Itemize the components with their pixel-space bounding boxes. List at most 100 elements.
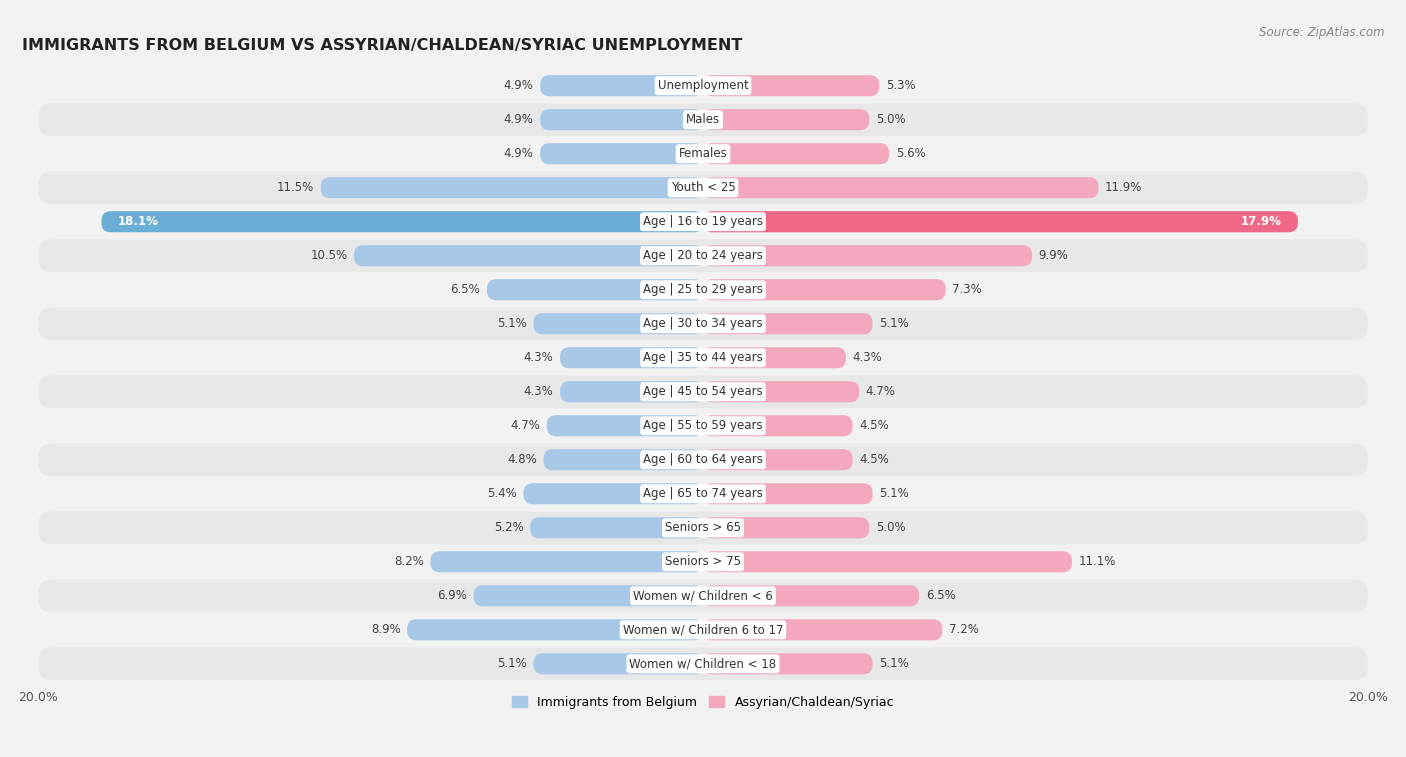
- FancyBboxPatch shape: [38, 546, 1368, 578]
- Text: Age | 25 to 29 years: Age | 25 to 29 years: [643, 283, 763, 296]
- Text: 5.1%: 5.1%: [879, 657, 908, 670]
- Text: 5.0%: 5.0%: [876, 114, 905, 126]
- Text: 4.5%: 4.5%: [859, 453, 889, 466]
- Text: 5.4%: 5.4%: [486, 488, 517, 500]
- Text: 7.2%: 7.2%: [949, 623, 979, 637]
- FancyBboxPatch shape: [703, 347, 846, 369]
- FancyBboxPatch shape: [38, 647, 1368, 680]
- Text: 6.5%: 6.5%: [450, 283, 481, 296]
- Text: Age | 20 to 24 years: Age | 20 to 24 years: [643, 249, 763, 262]
- Text: 4.8%: 4.8%: [508, 453, 537, 466]
- Text: 10.5%: 10.5%: [311, 249, 347, 262]
- FancyBboxPatch shape: [703, 279, 946, 301]
- FancyBboxPatch shape: [38, 512, 1368, 544]
- FancyBboxPatch shape: [321, 177, 703, 198]
- FancyBboxPatch shape: [38, 171, 1368, 204]
- FancyBboxPatch shape: [38, 613, 1368, 646]
- FancyBboxPatch shape: [38, 307, 1368, 340]
- FancyBboxPatch shape: [101, 211, 703, 232]
- FancyBboxPatch shape: [38, 478, 1368, 510]
- FancyBboxPatch shape: [703, 177, 1098, 198]
- FancyBboxPatch shape: [703, 313, 873, 335]
- FancyBboxPatch shape: [703, 382, 859, 402]
- FancyBboxPatch shape: [430, 551, 703, 572]
- Text: 5.1%: 5.1%: [879, 317, 908, 330]
- Text: 4.3%: 4.3%: [852, 351, 883, 364]
- FancyBboxPatch shape: [38, 205, 1368, 238]
- FancyBboxPatch shape: [703, 109, 869, 130]
- FancyBboxPatch shape: [703, 551, 1071, 572]
- Text: 5.6%: 5.6%: [896, 147, 925, 160]
- Text: Males: Males: [686, 114, 720, 126]
- Text: 9.9%: 9.9%: [1039, 249, 1069, 262]
- FancyBboxPatch shape: [703, 245, 1032, 266]
- FancyBboxPatch shape: [38, 273, 1368, 306]
- Text: 5.2%: 5.2%: [494, 522, 523, 534]
- FancyBboxPatch shape: [38, 341, 1368, 374]
- FancyBboxPatch shape: [38, 410, 1368, 442]
- Text: Age | 35 to 44 years: Age | 35 to 44 years: [643, 351, 763, 364]
- FancyBboxPatch shape: [38, 70, 1368, 102]
- Text: Age | 55 to 59 years: Age | 55 to 59 years: [643, 419, 763, 432]
- FancyBboxPatch shape: [703, 75, 879, 96]
- FancyBboxPatch shape: [544, 449, 703, 470]
- Text: Women w/ Children 6 to 17: Women w/ Children 6 to 17: [623, 623, 783, 637]
- Text: 17.9%: 17.9%: [1240, 215, 1281, 228]
- Text: Women w/ Children < 6: Women w/ Children < 6: [633, 589, 773, 603]
- Text: Seniors > 65: Seniors > 65: [665, 522, 741, 534]
- Text: Youth < 25: Youth < 25: [671, 181, 735, 195]
- FancyBboxPatch shape: [540, 109, 703, 130]
- Text: 5.1%: 5.1%: [498, 317, 527, 330]
- Text: 18.1%: 18.1%: [118, 215, 159, 228]
- FancyBboxPatch shape: [38, 579, 1368, 612]
- FancyBboxPatch shape: [533, 313, 703, 335]
- FancyBboxPatch shape: [408, 619, 703, 640]
- Text: 11.9%: 11.9%: [1105, 181, 1143, 195]
- Text: 4.7%: 4.7%: [510, 419, 540, 432]
- FancyBboxPatch shape: [474, 585, 703, 606]
- Text: Age | 60 to 64 years: Age | 60 to 64 years: [643, 453, 763, 466]
- Text: Age | 45 to 54 years: Age | 45 to 54 years: [643, 385, 763, 398]
- Text: IMMIGRANTS FROM BELGIUM VS ASSYRIAN/CHALDEAN/SYRIAC UNEMPLOYMENT: IMMIGRANTS FROM BELGIUM VS ASSYRIAN/CHAL…: [21, 38, 742, 53]
- Text: Seniors > 75: Seniors > 75: [665, 556, 741, 569]
- Text: 7.3%: 7.3%: [952, 283, 981, 296]
- Text: 8.2%: 8.2%: [394, 556, 423, 569]
- Text: 6.9%: 6.9%: [437, 589, 467, 603]
- FancyBboxPatch shape: [703, 211, 1298, 232]
- FancyBboxPatch shape: [523, 483, 703, 504]
- FancyBboxPatch shape: [540, 143, 703, 164]
- FancyBboxPatch shape: [38, 444, 1368, 476]
- FancyBboxPatch shape: [547, 416, 703, 436]
- FancyBboxPatch shape: [703, 416, 852, 436]
- Text: 4.5%: 4.5%: [859, 419, 889, 432]
- Text: Age | 30 to 34 years: Age | 30 to 34 years: [643, 317, 763, 330]
- FancyBboxPatch shape: [703, 517, 869, 538]
- Text: 11.5%: 11.5%: [277, 181, 314, 195]
- Legend: Immigrants from Belgium, Assyrian/Chaldean/Syriac: Immigrants from Belgium, Assyrian/Chalde…: [508, 691, 898, 714]
- FancyBboxPatch shape: [38, 375, 1368, 408]
- Text: Women w/ Children < 18: Women w/ Children < 18: [630, 657, 776, 670]
- Text: 4.9%: 4.9%: [503, 147, 533, 160]
- Text: 4.9%: 4.9%: [503, 114, 533, 126]
- Text: 4.9%: 4.9%: [503, 79, 533, 92]
- FancyBboxPatch shape: [703, 449, 852, 470]
- FancyBboxPatch shape: [703, 619, 942, 640]
- FancyBboxPatch shape: [38, 239, 1368, 272]
- Text: 5.0%: 5.0%: [876, 522, 905, 534]
- FancyBboxPatch shape: [703, 585, 920, 606]
- Text: Age | 65 to 74 years: Age | 65 to 74 years: [643, 488, 763, 500]
- Text: Unemployment: Unemployment: [658, 79, 748, 92]
- FancyBboxPatch shape: [530, 517, 703, 538]
- FancyBboxPatch shape: [703, 143, 889, 164]
- FancyBboxPatch shape: [38, 104, 1368, 136]
- Text: 5.3%: 5.3%: [886, 79, 915, 92]
- FancyBboxPatch shape: [560, 347, 703, 369]
- Text: 11.1%: 11.1%: [1078, 556, 1116, 569]
- Text: Females: Females: [679, 147, 727, 160]
- FancyBboxPatch shape: [703, 653, 873, 674]
- FancyBboxPatch shape: [533, 653, 703, 674]
- FancyBboxPatch shape: [486, 279, 703, 301]
- FancyBboxPatch shape: [38, 137, 1368, 170]
- Text: 5.1%: 5.1%: [498, 657, 527, 670]
- FancyBboxPatch shape: [703, 483, 873, 504]
